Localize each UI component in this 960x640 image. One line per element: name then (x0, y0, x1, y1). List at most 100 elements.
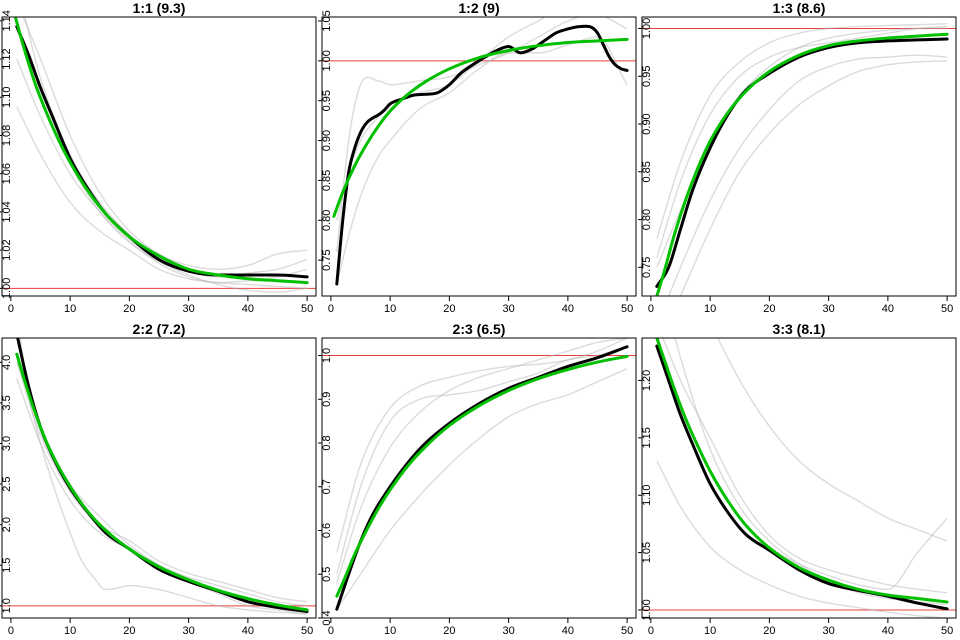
y-tick-label: 1.14 (1, 10, 13, 31)
panel-frame (1, 337, 317, 619)
y-tick-label: 0.75 (321, 249, 333, 270)
y-tick-label: 1.10 (641, 485, 653, 506)
x-tick-label: 40 (562, 625, 574, 637)
x-tick-label: 10 (704, 625, 716, 637)
panel-2: 1:2 (9) 0 10 20 30 40 50 0.75 0.80 0.85 0.90 0.95 1.… (318, 0, 637, 315)
x-tick-label: 50 (621, 303, 633, 315)
x-tick-label: 50 (941, 303, 953, 315)
y-tick-label: 0.85 (641, 161, 653, 182)
x-tick-label: 30 (182, 625, 194, 637)
y-tick-label: 0.85 (321, 170, 333, 191)
y-tick-label: 2.0 (1, 517, 13, 532)
background-line-4 (674, 338, 948, 605)
plot-area (642, 338, 956, 618)
y-tick-label: 0.7 (321, 479, 333, 494)
y-tick-label: 1.00 (641, 18, 653, 39)
y-tick-label: 3.5 (1, 395, 13, 410)
panel-frame (1, 16, 317, 297)
x-tick-label: 40 (242, 303, 254, 315)
plot-area (2, 338, 316, 615)
plot-area (2, 17, 316, 293)
x-tick-label: 20 (763, 625, 775, 637)
panel-1: 1:1 (9.3) 0 10 20 30 40 50 1.00 1.02 1.04 1.06 1.08… (0, 0, 317, 315)
background-line-5 (716, 338, 948, 542)
y-tick-label: 1.10 (1, 87, 13, 108)
observed-line (335, 24, 629, 286)
y-tick-label: 3.0 (1, 436, 13, 451)
y-tick-label: 4.0 (1, 355, 13, 370)
plot-area (642, 22, 956, 296)
x-tick-label: 0 (8, 303, 14, 315)
background-line-2 (656, 27, 948, 268)
y-tick-label: 0.95 (641, 66, 653, 87)
y-tick-label: 0.90 (641, 113, 653, 134)
x-tick-label: 10 (64, 625, 76, 637)
panel-title: 2:3 (6.5) (453, 321, 506, 337)
x-tick-label: 30 (502, 625, 514, 637)
x-tick-label: 0 (328, 625, 334, 637)
x-tick-label: 50 (301, 625, 313, 637)
x-tick-label: 10 (64, 303, 76, 315)
x-tick-label: 10 (384, 303, 396, 315)
x-tick-label: 50 (301, 303, 313, 315)
panel-frame (641, 337, 957, 619)
panel-title: 1:3 (8.6) (773, 0, 826, 16)
background-line-2 (336, 338, 628, 584)
background-line-1 (336, 338, 628, 553)
y-tick-label: 0.75 (641, 257, 653, 278)
fitted-line (332, 37, 629, 218)
y-tick-label: 1.08 (1, 125, 13, 146)
observed-line (335, 345, 629, 611)
y-tick-label: 0.9 (321, 392, 333, 407)
background-line-1 (16, 106, 308, 290)
observed-line (15, 25, 309, 279)
y-tick-label: 1.06 (1, 163, 13, 184)
x-tick-label: 30 (182, 303, 194, 315)
y-tick-label: 1.02 (1, 239, 13, 260)
x-tick-label: 30 (822, 303, 834, 315)
x-tick-label: 20 (443, 303, 455, 315)
background-line-1 (19, 338, 308, 615)
y-tick-label: 0.8 (321, 435, 333, 450)
x-tick-label: 30 (502, 303, 514, 315)
fitted-line (335, 354, 629, 598)
panel-title: 1:2 (9) (458, 0, 499, 16)
y-tick-label: 1.05 (641, 542, 653, 563)
background-line-1 (656, 460, 948, 618)
x-tick-label: 40 (562, 303, 574, 315)
x-tick-label: 20 (443, 625, 455, 637)
panel-5: 2:3 (6.5) 0 10 20 30 40 50 0.4 0.5 0.6 0.7 0.8 0.9 1.… (318, 321, 637, 637)
background-line-3 (679, 60, 948, 296)
y-tick-label: 1.15 (641, 427, 653, 448)
background-line-1 (656, 22, 948, 239)
x-tick-label: 20 (123, 303, 135, 315)
x-tick-label: 40 (242, 625, 254, 637)
background-line-3 (662, 338, 948, 594)
background-line-2 (336, 36, 628, 285)
x-tick-label: 20 (123, 625, 135, 637)
x-tick-label: 0 (648, 303, 654, 315)
y-tick-label: 1.5 (1, 558, 13, 573)
y-tick-label: 1.00 (641, 599, 653, 620)
background-line-4 (336, 346, 628, 575)
x-tick-label: 10 (704, 303, 716, 315)
y-tick-label: 0.80 (321, 210, 333, 231)
panel-3: 1:3 (8.6) 0 10 20 30 40 50 0.75 0.80 0.85 0.90 0.95… (638, 0, 957, 315)
y-tick-label: 1.00 (1, 278, 13, 299)
x-tick-label: 20 (763, 303, 775, 315)
y-tick-label: 0.4 (321, 610, 333, 625)
x-tick-label: 50 (941, 625, 953, 637)
background-line-5 (656, 25, 948, 258)
x-tick-label: 0 (328, 303, 334, 315)
y-tick-label: 0.6 (321, 523, 333, 538)
panel-6: 3:3 (8.1) 0 10 20 30 40 50 1.00 1.05 1.10 1.15 1.20 (638, 321, 957, 637)
panel-title: 3:3 (8.1) (773, 321, 826, 337)
x-tick-label: 30 (822, 625, 834, 637)
x-tick-label: 0 (648, 625, 654, 637)
panel-frame (321, 16, 637, 297)
fitted-line (15, 352, 309, 612)
panel-title: 1:1 (9.3) (133, 0, 186, 16)
fitted-line (655, 32, 949, 296)
x-tick-label: 50 (621, 625, 633, 637)
